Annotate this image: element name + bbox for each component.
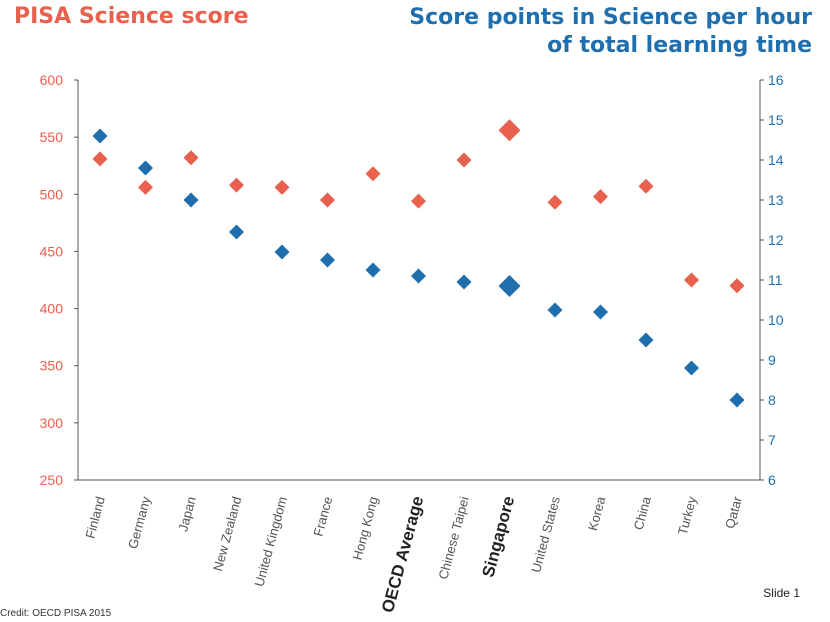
pisa-score-point — [593, 189, 608, 205]
category-label: Japan — [175, 495, 199, 533]
left-tick-label: 400 — [40, 301, 64, 317]
pisa-score-point — [183, 150, 199, 166]
right-tick-label: 12 — [768, 232, 784, 248]
category-label: Qatar — [722, 494, 745, 530]
category-label: Hong Kong — [350, 495, 381, 562]
right-tick-label: 15 — [768, 112, 784, 128]
right-tick-label: 10 — [768, 312, 784, 328]
category-label: New Zealand — [210, 495, 244, 573]
pisa-score-point — [274, 179, 290, 195]
category-label: France — [310, 495, 335, 538]
category-label: Korea — [585, 494, 609, 532]
per-hour-point — [92, 128, 108, 144]
category-label: United States — [528, 494, 563, 574]
category-label: Germany — [125, 494, 153, 550]
pisa-score-point — [365, 166, 381, 182]
per-hour-point — [320, 252, 335, 268]
left-tick-label: 600 — [40, 72, 64, 88]
per-hour-point — [684, 360, 699, 376]
left-tick-label: 250 — [40, 472, 64, 488]
per-hour-point — [638, 332, 654, 348]
per-hour-point — [547, 302, 563, 318]
category-label: Chinese Taipei — [435, 495, 472, 581]
left-tick-label: 450 — [40, 243, 64, 259]
right-tick-label: 14 — [768, 152, 784, 168]
right-tick-label: 16 — [768, 72, 784, 88]
right-axis-title: Score points in Science per hour of tota… — [409, 5, 812, 58]
category-label: OECD Average — [378, 494, 427, 615]
right-tick-label: 7 — [768, 432, 776, 448]
right-tick-label: 13 — [768, 192, 784, 208]
per-hour-point — [138, 160, 153, 176]
credit-text: Credit: OECD PISA 2015 — [0, 608, 112, 619]
right-tick-label: 9 — [768, 352, 776, 368]
pisa-score-point — [92, 151, 108, 167]
category-label: Singapore — [478, 494, 518, 579]
category-label: Turkey — [675, 494, 700, 536]
left-axis-title: PISA Science score — [14, 4, 249, 29]
per-hour-point — [498, 275, 521, 297]
per-hour-point — [183, 192, 199, 208]
pisa-score-point — [138, 179, 153, 195]
category-label: Finland — [82, 495, 108, 540]
per-hour-point — [593, 304, 608, 320]
pisa-score-point — [229, 177, 244, 193]
per-hour-point — [729, 392, 745, 408]
per-hour-point — [274, 244, 290, 260]
pisa-score-point — [498, 119, 521, 142]
per-hour-point — [411, 268, 426, 284]
per-hour-point — [229, 224, 244, 240]
pisa-score-point — [547, 194, 563, 210]
pisa-score-point — [684, 272, 699, 288]
per-hour-point — [456, 274, 472, 290]
right-tick-label: 11 — [768, 272, 783, 288]
pisa-score-point — [411, 193, 426, 209]
left-tick-label: 500 — [40, 186, 64, 202]
left-tick-label: 300 — [40, 415, 64, 431]
slide-number: Slide 1 — [763, 586, 800, 600]
pisa-score-point — [638, 178, 654, 194]
right-tick-label: 8 — [768, 392, 776, 408]
category-label: China — [631, 494, 654, 531]
pisa-score-point — [729, 278, 745, 294]
left-tick-label: 350 — [40, 358, 64, 374]
pisa-score-point — [456, 152, 472, 168]
right-tick-label: 6 — [768, 472, 776, 488]
left-tick-label: 550 — [40, 129, 64, 145]
per-hour-point — [365, 262, 381, 278]
category-label: United Kingdom — [251, 495, 289, 588]
pisa-score-point — [320, 192, 335, 208]
